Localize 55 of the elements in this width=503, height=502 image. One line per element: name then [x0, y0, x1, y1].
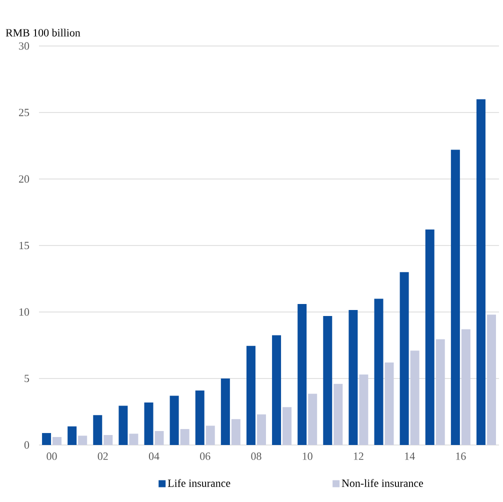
y-tick-label: 0 [24, 441, 30, 449]
bar [154, 431, 164, 445]
y-tick-label: 30 [19, 42, 30, 50]
bar [374, 298, 384, 445]
bar [384, 362, 394, 445]
bar [118, 406, 128, 445]
bar [129, 434, 138, 445]
bar [461, 329, 470, 445]
y-tick-label: 20 [19, 175, 30, 183]
y-axis-title: RMB 100 billion [6, 28, 80, 36]
bar [180, 429, 190, 445]
bar [195, 390, 204, 445]
bar [170, 396, 179, 445]
x-tick-label: 16 [456, 452, 466, 460]
x-tick-label: 10 [302, 452, 312, 460]
bar [400, 272, 409, 445]
bar [425, 230, 434, 445]
bar [256, 414, 266, 445]
bar [220, 378, 230, 445]
bar [52, 437, 62, 445]
bar [359, 374, 368, 445]
x-tick-label: 04 [148, 452, 160, 460]
bar [486, 314, 496, 445]
y-tick-label: 25 [19, 108, 30, 116]
y-tick-label: 15 [19, 242, 30, 250]
bar [476, 99, 486, 445]
bar [282, 407, 292, 445]
x-tick-label: 00 [46, 452, 57, 460]
bar [334, 384, 343, 445]
bar [144, 402, 154, 445]
legend-label: Life insurance [168, 479, 230, 487]
bar [348, 310, 358, 445]
bar [246, 346, 256, 445]
bar [298, 304, 307, 445]
legend-label: Non-life insurance [342, 479, 424, 487]
x-tick-label: 08 [251, 452, 262, 460]
y-tick-label: 5 [24, 374, 30, 382]
x-tick-label: 02 [98, 452, 108, 460]
bar [104, 435, 113, 445]
bar [206, 426, 215, 445]
bar [42, 433, 52, 445]
bar [323, 316, 332, 445]
bar [450, 150, 460, 445]
bar [308, 394, 318, 445]
bar [436, 339, 445, 445]
bar [93, 415, 102, 445]
x-tick-label: 14 [405, 452, 415, 460]
bar [231, 419, 240, 445]
bar [410, 350, 420, 445]
bar [272, 335, 282, 445]
y-tick-label: 10 [19, 308, 30, 316]
x-tick-label: 12 [354, 452, 364, 460]
bar [78, 436, 88, 445]
bar [68, 426, 77, 445]
x-tick-label: 06 [200, 452, 210, 460]
